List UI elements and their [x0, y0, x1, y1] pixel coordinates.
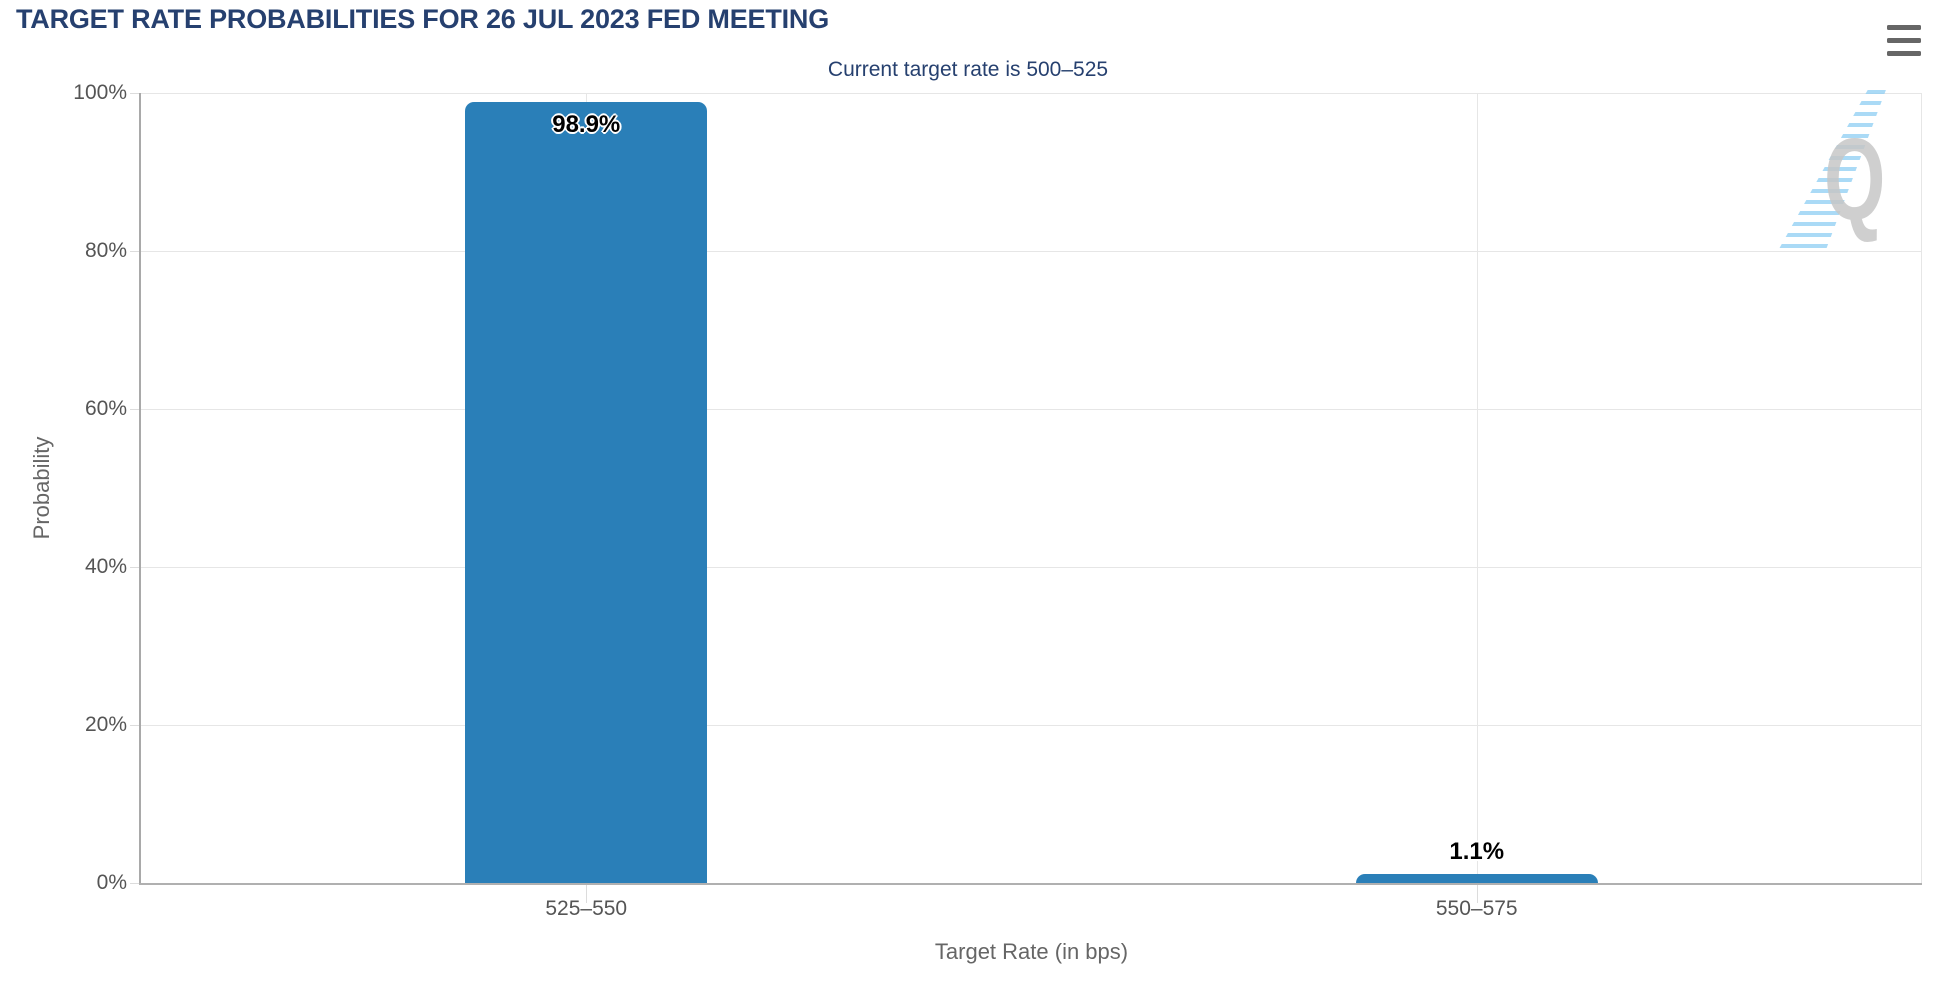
x-category-label-550-575: 550–575 — [1435, 897, 1518, 920]
gridline-40pct — [141, 567, 1922, 568]
gridline-20pct — [141, 725, 1922, 726]
y-tick-label-60: 60% — [84, 397, 127, 420]
chart-context-menu-button[interactable] — [1887, 25, 1921, 56]
y-tick — [130, 93, 139, 94]
hamburger-menu-icon — [1887, 51, 1921, 56]
y-tick-label-40: 40% — [84, 555, 127, 578]
chart-subtitle: Current target rate is 500–525 — [827, 58, 1109, 81]
y-tick-label-100: 100% — [73, 81, 127, 104]
gridline-cat-2 — [1476, 93, 1478, 883]
bar-525-550[interactable] — [465, 101, 708, 883]
y-tick — [130, 251, 139, 252]
bar-value-label-525-550: 98.9% — [552, 110, 621, 138]
bar-value-label-550-575: 1.1% — [1449, 838, 1505, 866]
x-category-label-525-550: 525–550 — [545, 897, 628, 920]
y-tick — [130, 725, 139, 726]
y-tick-label-0: 0% — [96, 871, 127, 894]
chart-title: TARGET RATE PROBABILITIES FOR 26 JUL 202… — [16, 4, 830, 34]
gridline-right-edge — [1921, 93, 1922, 883]
plot-area: 100% 80% 60% 40% 20% 0% 98.9% 1.1% 525–5… — [73, 81, 1922, 964]
gridline-80pct — [141, 251, 1922, 252]
y-tick — [130, 567, 139, 568]
y-tick — [130, 409, 139, 410]
y-axis-title: Probability — [29, 436, 54, 540]
y-tick — [130, 883, 139, 884]
bar-550-575[interactable] — [1355, 874, 1598, 883]
x-axis-line — [139, 883, 1922, 885]
x-tick — [1476, 883, 1478, 903]
hamburger-menu-icon — [1887, 25, 1921, 30]
y-tick-label-80: 80% — [84, 239, 127, 262]
hamburger-menu-icon — [1887, 38, 1921, 43]
y-tick-label-20: 20% — [84, 713, 127, 736]
x-tick — [586, 883, 588, 903]
gridline-100pct — [141, 93, 1922, 94]
gridline-60pct — [141, 409, 1922, 410]
x-axis-title: Target Rate (in bps) — [934, 939, 1129, 964]
